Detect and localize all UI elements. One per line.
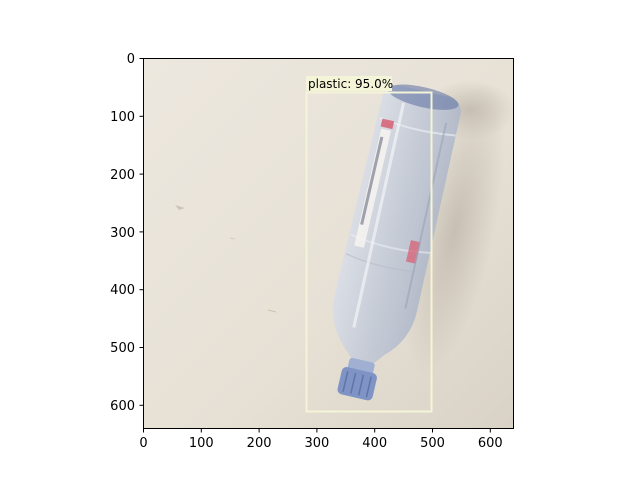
y-tick-label: 0 [127,52,135,67]
detection-label: plastic: 95.0% [308,77,393,91]
photo-image: plastic: 95.0% [143,58,513,428]
bottle [333,84,461,401]
x-tick-label: 200 [247,436,272,451]
y-tick-label: 100 [110,110,135,125]
axes-frame [143,58,514,429]
y-tick-label: 200 [110,168,135,183]
y-tick-label: 400 [110,283,135,298]
x-tick-label: 500 [420,436,445,451]
y-tick-label: 300 [110,226,135,241]
x-tick-label: 300 [304,436,329,451]
x-axis: 0 100 200 300 400 500 600 [139,428,503,451]
y-tick-label: 600 [110,399,135,414]
detection-label-bg [306,76,392,91]
x-tick-label: 100 [189,436,214,451]
x-tick-label: 0 [139,436,147,451]
x-tick-label: 400 [362,436,387,451]
y-tick-label: 500 [110,341,135,356]
y-axis: 0 100 200 300 400 500 600 [110,52,144,414]
detection-box [305,91,433,413]
x-tick-label: 600 [478,436,503,451]
